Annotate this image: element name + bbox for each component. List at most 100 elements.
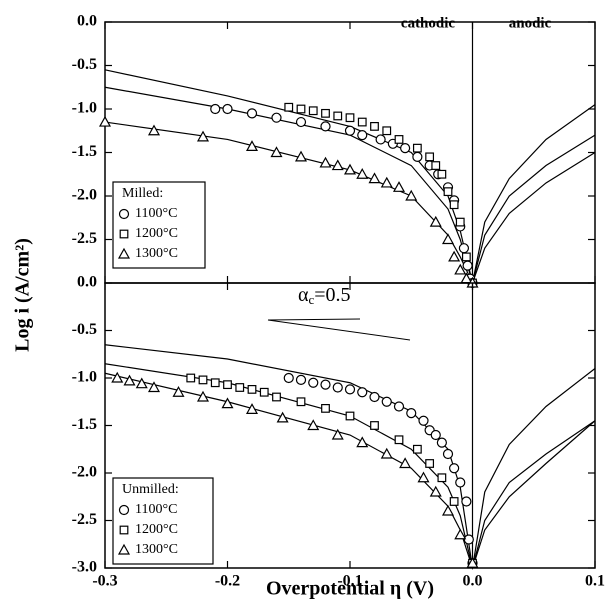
- marker-circle: [442, 448, 454, 460]
- marker-square: [431, 161, 441, 170]
- marker-square: [455, 217, 465, 227]
- marker-square: [296, 104, 306, 114]
- marker-square: [321, 404, 330, 413]
- marker-circle: [436, 437, 447, 448]
- marker-triangle: [441, 233, 455, 245]
- marker-triangle: [307, 419, 320, 431]
- marker-triangle: [245, 140, 259, 152]
- marker-triangle: [117, 247, 131, 259]
- marker-square: [259, 387, 269, 397]
- legend-label: 1300°C: [135, 542, 178, 557]
- x-tick-label: 0.0: [463, 573, 483, 590]
- y-tick-label: 0.0: [77, 274, 97, 291]
- y-tick-label: -1.0: [72, 100, 97, 117]
- annotation-symbol: α: [298, 284, 309, 306]
- marker-square: [425, 459, 435, 468]
- marker-triangle: [147, 124, 161, 136]
- y-tick-label: -1.5: [72, 143, 97, 160]
- marker-square: [394, 435, 404, 445]
- legend-label: 1100°C: [135, 502, 177, 517]
- marker-circle: [455, 477, 466, 488]
- marker-circle: [344, 125, 356, 136]
- fit-line: [104, 121, 596, 285]
- marker-circle: [430, 429, 441, 441]
- marker-square: [382, 126, 392, 136]
- slope-guide: [267, 318, 361, 321]
- marker-circle: [357, 387, 368, 398]
- marker-triangle: [111, 371, 124, 383]
- marker-triangle: [392, 181, 406, 192]
- legend-label: 1200°C: [135, 226, 178, 241]
- marker-circle: [375, 134, 386, 145]
- marker-triangle: [245, 403, 259, 414]
- marker-triangle: [380, 176, 393, 188]
- marker-circle: [449, 463, 460, 474]
- marker-circle: [381, 396, 392, 407]
- fit-line: [104, 363, 596, 569]
- y-tick-label: -0.5: [72, 56, 97, 73]
- marker-triangle: [98, 115, 112, 127]
- y-tick-label: -1.5: [72, 416, 97, 433]
- marker-circle: [295, 116, 307, 128]
- marker-circle: [393, 401, 405, 412]
- marker-circle: [271, 112, 282, 123]
- y-tick-label: -0.5: [72, 321, 97, 338]
- slope-guide: [267, 319, 411, 341]
- marker-triangle: [405, 189, 418, 201]
- marker-circle: [118, 504, 130, 516]
- marker-circle: [369, 391, 380, 403]
- marker-square: [186, 373, 196, 383]
- marker-circle: [357, 130, 368, 141]
- marker-square: [284, 102, 294, 112]
- marker-triangle: [135, 377, 148, 389]
- marker-circle: [320, 121, 331, 132]
- marker-triangle: [343, 163, 357, 175]
- marker-circle: [118, 208, 130, 220]
- marker-circle: [462, 260, 473, 271]
- marker-triangle: [454, 263, 467, 275]
- y-tick-label: -3.0: [72, 559, 97, 576]
- legend-box: [112, 181, 206, 269]
- marker-square: [394, 135, 404, 144]
- marker-circle: [412, 151, 423, 162]
- marker-circle: [295, 374, 307, 385]
- x-tick-label: -0.2: [215, 573, 240, 590]
- marker-square: [449, 200, 459, 210]
- y-tick-label: -2.5: [72, 511, 97, 528]
- marker-circle: [463, 534, 474, 545]
- marker-square: [357, 117, 367, 127]
- y-tick-label: -1.0: [72, 369, 97, 386]
- marker-triangle: [454, 528, 467, 540]
- marker-square: [370, 421, 379, 430]
- y-tick-label: -2.0: [72, 187, 97, 204]
- marker-triangle: [117, 543, 131, 555]
- legend-label: 1200°C: [135, 522, 178, 537]
- marker-square: [198, 375, 208, 385]
- marker-circle: [344, 384, 356, 395]
- marker-square: [370, 121, 379, 131]
- marker-square: [345, 113, 355, 123]
- marker-square: [437, 169, 447, 179]
- marker-square: [345, 411, 355, 421]
- region-label: cathodic: [401, 15, 456, 31]
- marker-triangle: [331, 428, 344, 440]
- legend-label: 1300°C: [135, 246, 178, 261]
- marker-triangle: [417, 471, 430, 483]
- marker-square: [308, 106, 318, 116]
- region-label: anodic: [509, 15, 552, 31]
- fit-line: [104, 86, 596, 286]
- marker-triangle: [441, 504, 455, 516]
- marker-square: [119, 525, 129, 535]
- marker-square: [412, 143, 422, 153]
- marker-square: [296, 397, 306, 407]
- legend-title: Milled:: [122, 186, 163, 201]
- marker-square: [437, 473, 447, 483]
- marker-square: [443, 187, 453, 197]
- marker-triangle: [270, 146, 283, 158]
- annotation-subscript: c: [308, 292, 314, 307]
- marker-circle: [308, 377, 319, 388]
- x-axis-label: Overpotential η (V): [266, 578, 434, 600]
- marker-triangle: [276, 411, 289, 423]
